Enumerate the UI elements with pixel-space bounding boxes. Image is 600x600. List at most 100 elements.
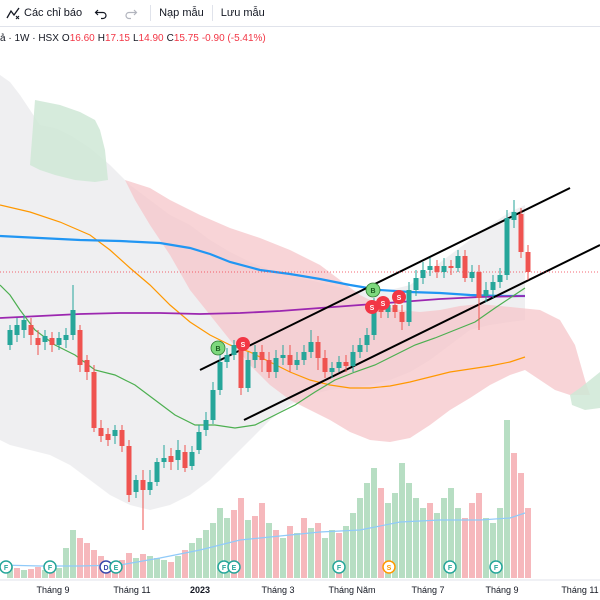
time-axis[interactable] bbox=[0, 580, 600, 600]
ma-purple-line bbox=[0, 295, 526, 319]
indicators-label: Các chỉ báo bbox=[24, 7, 83, 19]
time-axis-label: Tháng 9 bbox=[485, 585, 518, 595]
load-template-button[interactable]: Nạp mẫu bbox=[153, 0, 210, 26]
candle-body bbox=[385, 305, 391, 312]
volume-bar bbox=[392, 493, 398, 578]
event-marker-label: F bbox=[4, 565, 9, 572]
load-template-label: Nạp mẫu bbox=[159, 7, 204, 19]
volume-bar bbox=[63, 548, 69, 578]
volume-bar bbox=[518, 473, 524, 578]
volume-bar bbox=[161, 560, 167, 578]
candle-body bbox=[357, 345, 363, 352]
volume-bar bbox=[371, 468, 377, 578]
symbol-name[interactable]: ả · 1W · HSX bbox=[0, 32, 59, 44]
volume-bar bbox=[406, 483, 412, 578]
volume-bar bbox=[378, 488, 384, 578]
candle-body bbox=[252, 352, 258, 360]
candle-body bbox=[273, 358, 279, 372]
event-marker-label: F bbox=[222, 565, 227, 572]
candle-body bbox=[28, 325, 34, 335]
sell-signal-marker bbox=[392, 290, 406, 304]
candle-body bbox=[308, 342, 314, 352]
ma-orange-line bbox=[0, 204, 526, 389]
volume-bar bbox=[21, 570, 27, 578]
candle-body bbox=[63, 335, 69, 340]
candle-body bbox=[84, 360, 90, 372]
candle-body bbox=[196, 432, 202, 450]
close-value: 15.75 bbox=[173, 32, 199, 44]
candle-body bbox=[476, 272, 482, 298]
candle-body bbox=[133, 480, 139, 492]
candle-body bbox=[7, 330, 13, 345]
volume-bar bbox=[28, 569, 34, 578]
save-template-button[interactable]: Lưu mẫu bbox=[215, 0, 271, 26]
volume-bar bbox=[154, 558, 160, 578]
indicators-button[interactable]: Các chỉ báo bbox=[0, 0, 88, 26]
candle-body bbox=[315, 342, 321, 358]
volume-bar bbox=[448, 488, 454, 578]
event-marker-label: F bbox=[494, 565, 499, 572]
sell-signal-label: S bbox=[381, 301, 386, 308]
sell-signal-label: S bbox=[241, 342, 246, 349]
volume-bar bbox=[273, 530, 279, 578]
toolbar-divider bbox=[150, 5, 152, 21]
candle-body bbox=[434, 266, 440, 272]
volume-bar bbox=[189, 543, 195, 578]
volume-bar bbox=[420, 508, 426, 578]
candle-body bbox=[21, 320, 27, 330]
candle-body bbox=[49, 338, 55, 345]
event-marker-label: F bbox=[448, 565, 453, 572]
volume-bar bbox=[455, 508, 461, 578]
event-marker-label: E bbox=[114, 565, 119, 572]
volume-bar bbox=[140, 554, 146, 578]
candle-body bbox=[455, 256, 461, 268]
volume-bar bbox=[497, 508, 503, 578]
candle-body bbox=[497, 275, 503, 282]
undo-button[interactable] bbox=[88, 0, 118, 26]
volume-bar bbox=[469, 503, 475, 578]
volume-bar bbox=[56, 568, 62, 578]
buy-signal-label: B bbox=[215, 346, 220, 353]
open-label: O bbox=[61, 32, 70, 44]
volume-bar bbox=[315, 523, 321, 578]
redo-button[interactable] bbox=[118, 0, 148, 26]
candle-body bbox=[280, 355, 286, 358]
candle-body bbox=[322, 358, 328, 372]
buy-signal-marker bbox=[210, 340, 226, 356]
time-axis-label: Tháng 7 bbox=[411, 585, 444, 595]
volume-bar bbox=[525, 508, 531, 578]
candle-body bbox=[336, 362, 342, 368]
time-axis-label: Tháng 11 bbox=[561, 585, 598, 595]
volume-bar bbox=[231, 510, 237, 578]
save-template-label: Lưu mẫu bbox=[220, 7, 265, 19]
volume-bar bbox=[413, 498, 419, 578]
candle-body bbox=[147, 482, 153, 490]
change-value: -0.90 (-5.41%) bbox=[201, 32, 266, 44]
volume-bar bbox=[70, 530, 76, 578]
candle-body bbox=[105, 434, 111, 440]
candle-body bbox=[42, 336, 48, 342]
volume-bar bbox=[280, 538, 286, 578]
time-axis-label: Tháng 3 bbox=[261, 585, 294, 595]
ichimoku-cloud-green-left bbox=[30, 100, 108, 182]
candle-body bbox=[238, 346, 244, 388]
candle-body bbox=[119, 430, 125, 446]
undo-icon bbox=[94, 9, 107, 20]
volume-bar bbox=[133, 558, 139, 578]
symbol-legend: ả · 1W · HSX O 16.60 H 17.15 L 14.90 C 15.75… bbox=[0, 28, 269, 48]
candle-body bbox=[441, 266, 447, 272]
candle-body bbox=[490, 282, 496, 290]
candle-body bbox=[406, 290, 412, 322]
candle-body bbox=[217, 362, 223, 390]
candle-body bbox=[399, 312, 405, 322]
candle-body bbox=[343, 362, 349, 366]
candlestick-series bbox=[7, 200, 531, 530]
volume-bar bbox=[203, 530, 209, 578]
low-label: L bbox=[132, 32, 139, 44]
trendline-lower[interactable] bbox=[243, 244, 600, 421]
volume-bar bbox=[357, 498, 363, 578]
ichimoku-cloud-green-right bbox=[570, 372, 600, 410]
ma-blue-line bbox=[0, 234, 525, 298]
candle-body bbox=[112, 430, 118, 436]
